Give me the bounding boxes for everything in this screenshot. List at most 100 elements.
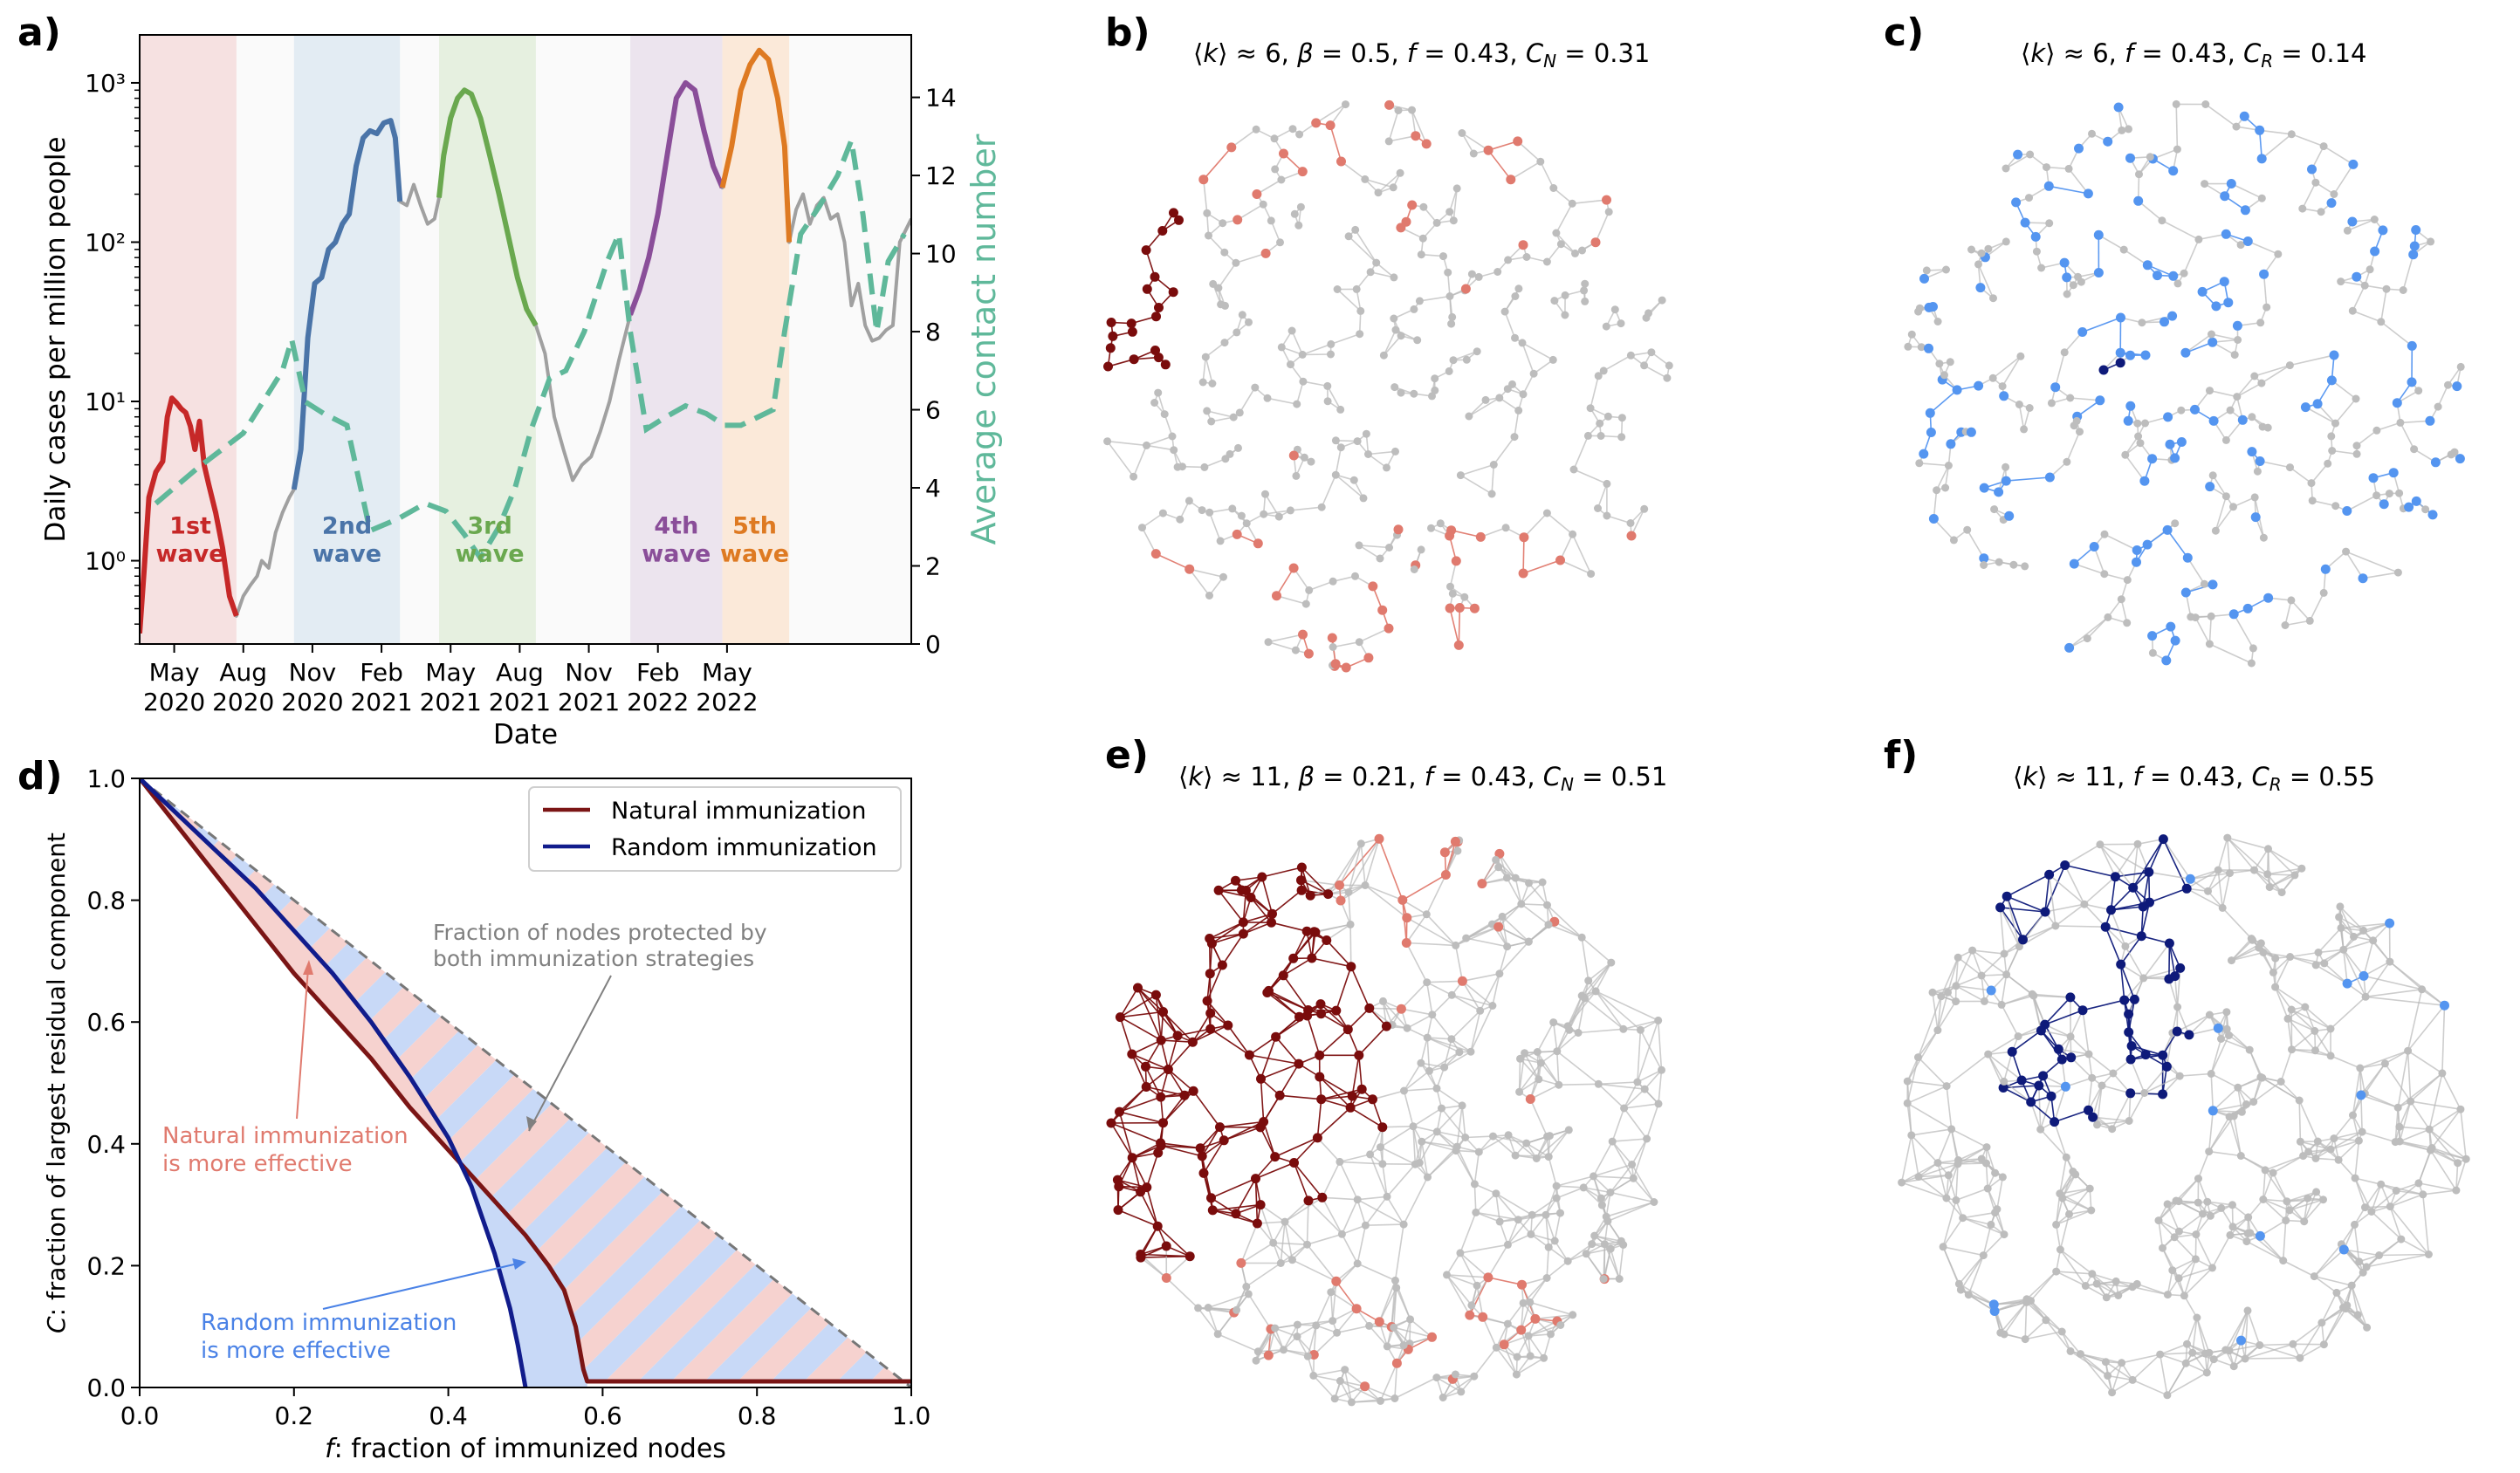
network-node [2372,426,2381,435]
network-node [1205,1008,1216,1018]
network-edge [1942,1200,1957,1248]
network-node [1452,184,1461,193]
network-node [2170,1233,2179,1242]
network-node [2411,496,2421,506]
network-edge [2140,901,2151,936]
network-edge [1487,1277,1522,1285]
network-edge [1962,1211,1995,1219]
network-edge [2400,1238,2429,1256]
network-edge [1466,926,1499,939]
network-node [2180,587,2191,598]
network-edge [1364,178,1394,188]
wave-label-1-line1: 1st [169,512,211,539]
network-edge [1394,1223,1404,1281]
network-node [2334,1155,2343,1164]
network-edge [1146,444,1174,451]
network-edge [2287,1017,2316,1032]
network-node [1213,885,1224,895]
network-node [1604,208,1613,216]
network-edge [2111,1093,2132,1130]
network-edge [1274,1327,1298,1338]
network-edge [1192,1090,1221,1128]
network-node [1511,874,1520,882]
network-edge [2132,844,2139,888]
network-node [2060,348,2069,357]
network-node [1563,1022,1572,1031]
network-edge [2244,1310,2249,1360]
network-node [1158,1118,1168,1128]
network-node [2271,983,2280,991]
network-edge [2107,1374,2133,1381]
network-edge [2178,1258,2197,1279]
network-edge [2379,1253,2429,1257]
network-node [1988,373,1997,382]
network-node [1647,348,1656,357]
network-node [1947,1125,1956,1134]
network-node [2100,530,2109,538]
network-node [2201,100,2210,108]
network-node [2256,1072,2265,1081]
network-node [2311,1154,2320,1162]
network-edge [1326,939,1352,968]
network-edge [1958,1255,1984,1285]
network-node [2245,1045,2254,1054]
network-node [1317,503,1326,511]
network-edge [1372,1090,1404,1100]
network-node [1513,1353,1521,1361]
network-node [1296,875,1306,886]
network-node [2332,1288,2341,1297]
network-node [1451,556,1461,566]
network-node [2269,1168,2277,1177]
network-node [1103,437,1112,446]
network-edge [2176,1014,2210,1032]
network-node [1203,209,1212,217]
network-edge [2214,506,2235,531]
network-node [2214,866,2222,874]
network-edge [1425,874,1447,915]
network-edge [1535,1314,1573,1320]
network-edge [2299,1344,2324,1359]
network-edge [1334,1385,1365,1400]
network-edge [1311,957,1351,968]
network-edge [1595,962,1612,992]
network-node [1347,1398,1356,1407]
network-node [2072,416,2081,425]
network-node [1330,659,1341,669]
network-node [2025,194,2033,202]
network-node [1530,1313,1541,1324]
network-edge [2290,1009,2316,1031]
network-node [1403,1024,1411,1032]
network-edge [2183,239,2200,274]
network-edge [1142,512,1164,529]
network-edge [2389,1182,2420,1208]
network-edge [2061,1331,2082,1355]
network-edge [1548,1156,1557,1187]
network-node [2108,1388,2117,1397]
network-node [1440,1063,1449,1072]
network-edge [2422,1194,2430,1255]
panel-label-e: e) [1105,733,1149,778]
network-edge [2110,887,2134,911]
network-node [2088,129,2096,138]
network-edge [1592,1141,1613,1177]
network-edge [1282,975,1309,1011]
network-edge [2233,1115,2242,1156]
network-edge [1618,1244,1624,1279]
network-edge [1315,103,1346,124]
network-node [1427,524,1435,532]
network-edge [1155,552,1191,570]
network-node [2339,1304,2347,1312]
network-node [1452,1147,1460,1155]
network-node [2225,1031,2233,1039]
network-node [1354,1050,1364,1060]
network-node [1346,962,1356,972]
network-edge [1301,879,1329,895]
network-edge [1937,1128,1953,1163]
network-edge [2397,1072,2443,1108]
network-node [1115,1106,1124,1117]
network-edge [1140,1253,1191,1257]
network-node [1325,120,1336,131]
network-edge [1231,128,1257,148]
network-node [1160,410,1169,419]
network-edge [1280,1243,1308,1264]
